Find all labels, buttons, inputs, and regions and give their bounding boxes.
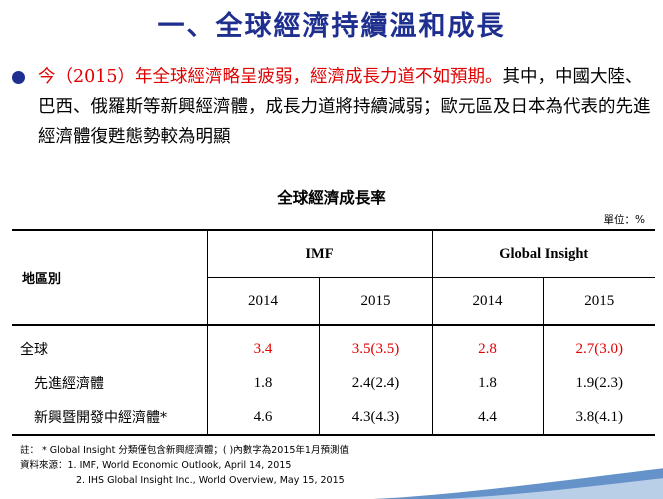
value-cell: 3.4 [207,325,320,366]
value-cell: 1.9(2.3) [575,374,624,391]
org-header-imf: IMF [207,229,433,278]
year-header: 2014 [432,277,544,326]
value-cell: 1.8 [207,366,320,400]
year-header: 2014 [207,277,320,326]
value-cell: 2.7(3.0) [575,340,624,357]
table-title: 全球經濟成長率 [277,189,386,207]
bullet-dot-icon [12,71,25,84]
bullet-highlight-text: 今（2015）年全球經濟略呈疲弱，經濟成長力道不如預期。 [38,67,503,87]
value-cell: 4.4 [432,400,544,436]
value-cell: 4.6 [207,400,320,436]
year-header: 2015 [543,277,655,326]
slide-title: 一、全球經濟持續溫和成長 [157,11,506,42]
value-cell: 3.5(3.5) [319,325,433,366]
value-cell: 2.8 [432,325,544,366]
table-row: 全球 3.4 3.5(3.5) 2.8 2.7(3.0) [12,325,655,366]
footnote-note: 註： * Global Insight 分類僅包含新興經濟體；( )內數字為20… [20,445,349,456]
value-cell: 1.8 [432,366,544,400]
table-row: 先進經濟體 1.8 2.4(2.4) 1.8 1.9(2.3) [12,366,655,400]
value-cell: 4.3(4.3) [319,400,433,436]
table-row: 新興暨開發中經濟體* 4.6 4.3(4.3) 4.4 3.8(4.1) [12,400,655,436]
bullet-paragraph: 今（2015）年全球經濟略呈疲弱，經濟成長力道不如預期。其中，中國大陸、巴西、俄… [10,62,660,152]
region-name: 新興暨開發中經濟體* [12,400,208,436]
footnote-source-1: 資料來源：1. IMF, World Economic Outlook, Apr… [20,460,292,471]
value-cell: 2.4(2.4) [319,366,433,400]
footnote-source-2: 2. IHS Global Insight Inc., World Overvi… [76,475,345,486]
region-name: 全球 [12,325,208,366]
growth-rate-table: 地區別 IMF Global Insight 2014 2015 2014 20… [12,229,655,436]
table-year-header-row: 2014 2015 2014 2015 [12,277,655,326]
table-unit: 單位：% [603,214,645,226]
region-name: 先進經濟體 [12,366,208,400]
bullet-body-text: 其中，中國大陸、巴西、俄羅斯等新興經濟體，成長力道將持續減弱；歐元區及日本為代表… [38,67,651,147]
footnotes: 註： * Global Insight 分類僅包含新興經濟體；( )內數字為20… [20,443,349,488]
region-header: 地區別 [12,229,208,326]
value-cell: 3.8(4.1) [543,400,655,436]
table-org-header-row: 地區別 IMF Global Insight [12,229,655,326]
org-header-global-insight: Global Insight [432,229,655,278]
bullet-text: 今（2015）年全球經濟略呈疲弱，經濟成長力道不如預期。其中，中國大陸、巴西、俄… [38,62,660,152]
decorative-wave-icon [373,468,663,499]
year-header: 2015 [319,277,433,326]
